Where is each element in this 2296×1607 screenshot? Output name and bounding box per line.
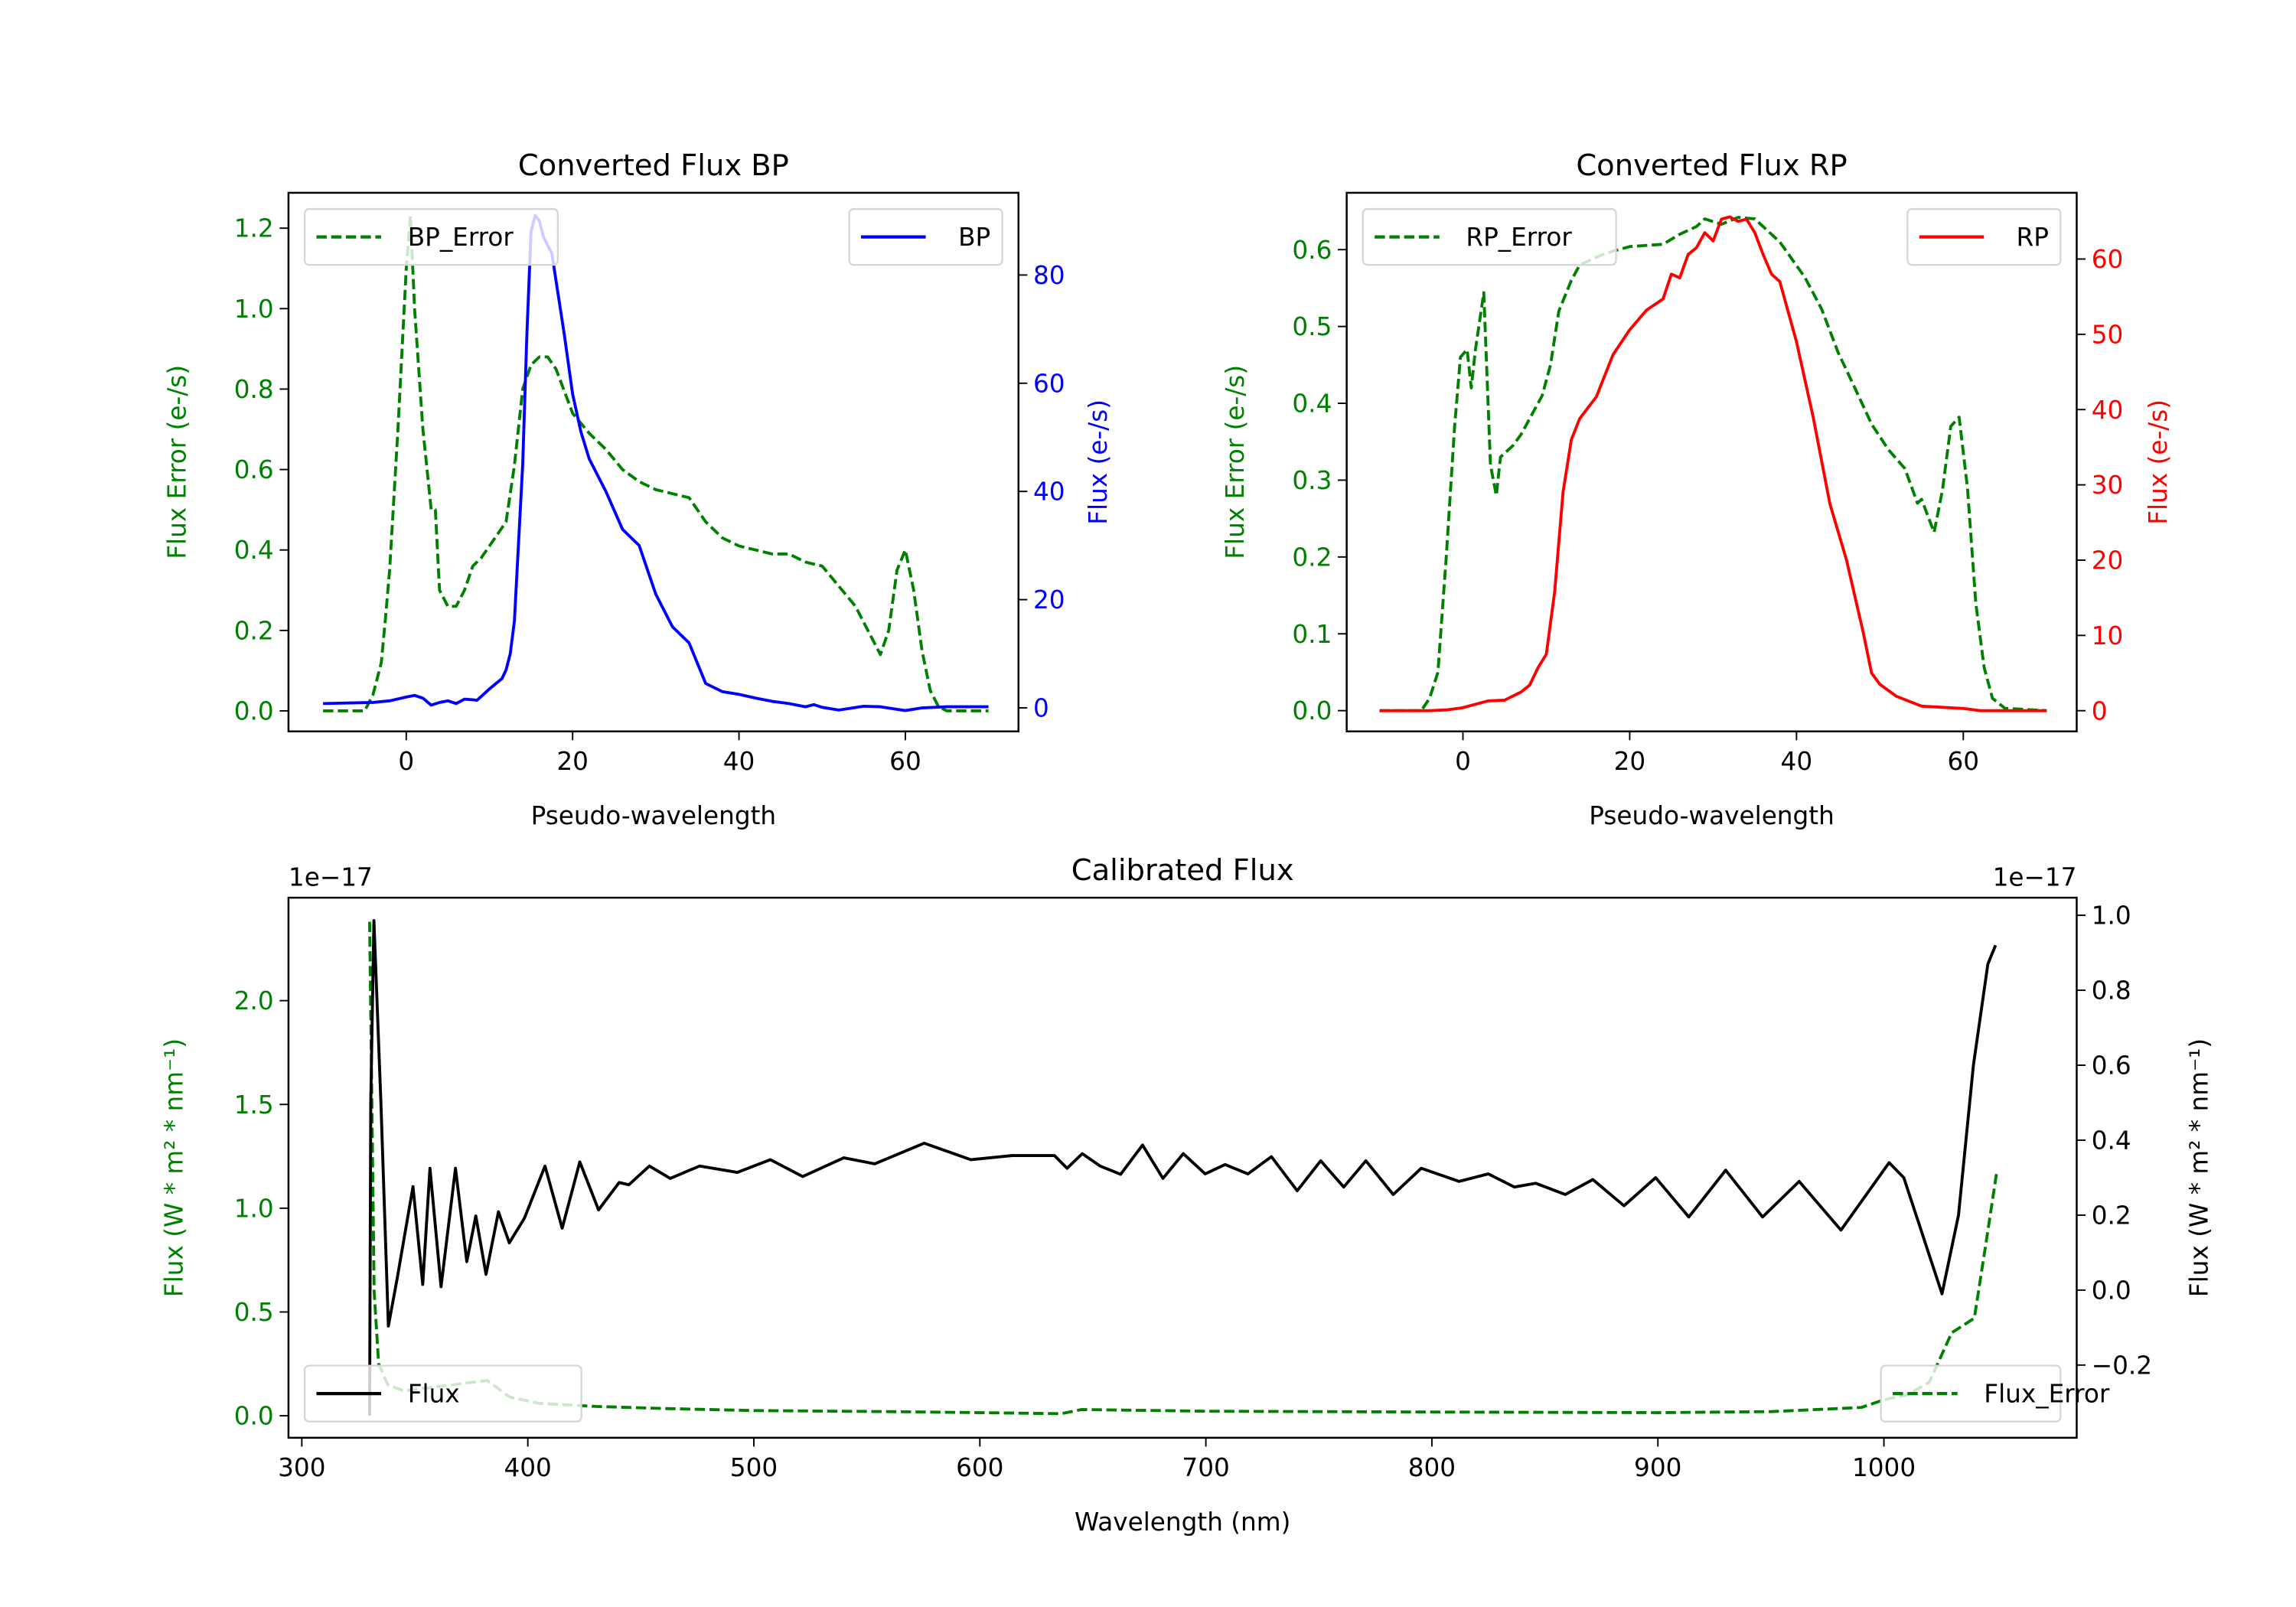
y-right-tick-label: 0 [1033, 694, 1049, 723]
legend-bp: BP [848, 207, 1003, 266]
y-right-axis-label: Flux (e-/s) [2144, 399, 2173, 525]
x-tick-label: 600 [956, 1453, 1003, 1482]
x-tick-label: 20 [556, 747, 589, 776]
y-left-tick-label: 0.5 [234, 1298, 274, 1327]
y-left-tick-label: 0.5 [1292, 312, 1332, 341]
y-right-tick-label: 40 [2092, 396, 2124, 425]
x-tick-label: 500 [730, 1453, 778, 1482]
y-right-tick-label: 0.8 [2092, 976, 2131, 1006]
x-axis-label: Pseudo-wavelength [531, 801, 777, 830]
x-tick-label: 900 [1634, 1453, 1681, 1482]
legend-label: RP_Error [1466, 223, 1572, 252]
y-right-tick-label: 0.6 [2092, 1051, 2131, 1081]
x-tick-label: 1000 [1852, 1453, 1916, 1482]
x-tick-label: 40 [723, 747, 755, 776]
y-left-tick-label: 0.1 [1292, 620, 1332, 649]
legend-box [1880, 1364, 2062, 1423]
y-left-tick-label: 1.0 [234, 1194, 274, 1223]
legend-box [303, 1364, 582, 1423]
y-left-axis-label: Flux Error (e-/s) [162, 365, 191, 559]
y-left-axis-label: Flux (W * m² * nm⁻¹) [159, 1038, 188, 1297]
x-tick-label: 800 [1408, 1453, 1456, 1482]
y-left-tick-label: 0.6 [1292, 236, 1332, 265]
y-left-tick-label: 0.0 [1292, 696, 1332, 725]
legend-flux: Flux [303, 1364, 582, 1423]
series-line-flux [368, 919, 1998, 1416]
y-right-tick-label: 40 [1033, 478, 1065, 507]
y-left-tick-label: 0.8 [234, 375, 274, 404]
axes-frame [287, 191, 1020, 733]
y-right-tick-label: 0.0 [2092, 1276, 2131, 1305]
y-right-tick-label: 20 [1033, 585, 1065, 614]
y-right-tick-label: 30 [2092, 471, 2124, 500]
y-right-tick-label: 60 [2092, 245, 2124, 274]
x-tick-label: 60 [1947, 747, 1979, 776]
y-left-offset-text: 1e−17 [289, 863, 373, 892]
y-right-tick-label: −0.2 [2092, 1351, 2152, 1380]
x-axis-label: Wavelength (nm) [1075, 1508, 1290, 1537]
x-tick-label: 0 [1455, 747, 1471, 776]
x-tick-label: 20 [1614, 747, 1646, 776]
legend-rp: RP [1906, 207, 2062, 266]
axes-frame [1345, 191, 2078, 733]
y-right-tick-label: 1.0 [2092, 901, 2131, 931]
legend-box [303, 207, 559, 266]
series-line-rp [1379, 215, 2047, 712]
y-right-tick-label: 0 [2092, 696, 2108, 725]
axes-frame [287, 896, 2078, 1439]
series-group [323, 214, 989, 712]
series-line-bp [323, 214, 989, 712]
y-left-axis-label: Flux Error (e-/s) [1221, 365, 1250, 559]
legend-bp-error: BP_Error [303, 207, 559, 266]
y-left-tick-label: 1.0 [234, 295, 274, 324]
chart-title: Calibrated Flux [1071, 853, 1294, 888]
legend-label: RP [2016, 223, 2048, 252]
legend-box [1362, 207, 1617, 266]
x-tick-label: 60 [889, 747, 921, 776]
rp-panel: 0 20 40 60 0.0 0.1 0.2 0.3 0.4 0.5 0.6 0 10 20 30 40 50 6… [1221, 148, 2173, 830]
legend-rp-error: RP_Error [1362, 207, 1617, 266]
y-left-tick-label: 1.5 [234, 1090, 274, 1120]
legend-flux-error: Flux_Error [1880, 1364, 2110, 1423]
y-left-tick-label: 0.0 [234, 1402, 274, 1431]
x-axis-label: Pseudo-wavelength [1589, 801, 1835, 830]
series-line-rp-error [1379, 216, 2047, 712]
series-group [1379, 215, 2047, 712]
x-tick-label: 700 [1182, 1453, 1229, 1482]
chart-title: Converted Flux RP [1576, 148, 1847, 183]
series-line-bp-error [323, 214, 989, 712]
y-right-tick-label: 60 [1033, 369, 1065, 398]
y-left-tick-label: 0.0 [234, 696, 274, 725]
y-left-tick-label: 0.2 [234, 616, 274, 645]
x-tick-label: 300 [278, 1453, 325, 1482]
y-right-tick-label: 10 [2092, 621, 2124, 650]
y-left-tick-label: 0.6 [234, 455, 274, 484]
y-left-tick-label: 0.3 [1292, 466, 1332, 495]
legend-label: Flux_Error [1984, 1380, 2110, 1409]
y-left-tick-label: 0.4 [1292, 390, 1332, 419]
bp-panel: 0 20 40 60 0.0 0.2 0.4 0.6 0.8 1.0 1.2 0 20 40 60 80 Con… [162, 148, 1113, 830]
x-tick-label: 40 [1781, 747, 1813, 776]
legend-label: BP [958, 223, 990, 252]
y-right-offset-text: 1e−17 [1993, 863, 2077, 892]
y-left-tick-label: 1.2 [234, 214, 274, 243]
y-right-axis-label: Flux (e-/s) [1084, 399, 1113, 525]
y-left-tick-label: 0.4 [234, 536, 274, 565]
y-right-axis-label: Flux (W * m² * nm⁻¹) [2185, 1038, 2214, 1297]
chart-title: Converted Flux BP [518, 148, 789, 183]
cal-panel: 300 400 500 600 700 800 900 1000 0.0 0.5 1.0 1.5 2.0… [159, 853, 2213, 1537]
y-right-tick-label: 80 [1033, 261, 1065, 290]
y-right-tick-label: 50 [2092, 320, 2124, 349]
x-tick-label: 0 [398, 747, 414, 776]
legend-label: Flux [408, 1380, 460, 1409]
y-right-tick-label: 20 [2092, 546, 2124, 575]
y-right-tick-label: 0.4 [2092, 1126, 2131, 1156]
y-left-tick-label: 0.2 [1292, 543, 1332, 572]
y-right-tick-label: 0.2 [2092, 1201, 2131, 1230]
y-left-tick-label: 2.0 [234, 986, 274, 1015]
x-tick-label: 400 [504, 1453, 551, 1482]
legend-label: BP_Error [408, 223, 514, 252]
